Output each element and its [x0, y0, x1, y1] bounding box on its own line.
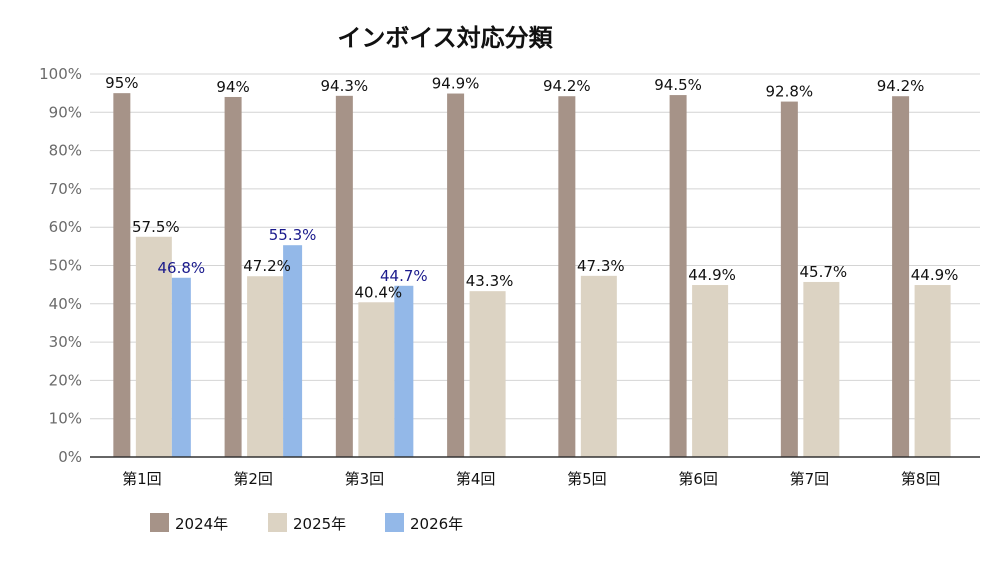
data-label: 44.9%: [688, 266, 736, 284]
data-label: 45.7%: [800, 263, 848, 281]
bar-2024年-第7回: [780, 101, 798, 458]
bar-2025年-第6回: [692, 285, 729, 457]
legend-label: 2025年: [293, 515, 346, 533]
data-label: 44.7%: [380, 267, 428, 285]
y-tick-label: 80%: [49, 142, 82, 160]
y-tick-label: 70%: [49, 180, 82, 198]
x-axis-categories: 第1回 第2回 第3回 第4回 第5回 第6回 第7回 第8回: [122, 470, 940, 488]
y-tick-label: 60%: [49, 218, 82, 236]
chart-title: インボイス対応分類: [337, 24, 553, 52]
data-label: 57.5%: [132, 218, 180, 236]
bar-2026年-第1回: [171, 277, 191, 457]
bar-2024年-第2回: [224, 96, 242, 457]
data-label: 92.8%: [766, 83, 814, 101]
data-label: 47.3%: [577, 257, 625, 275]
bar-2024年-第5回: [558, 96, 576, 458]
x-category-label: 第8回: [901, 470, 941, 488]
data-label: 94.2%: [877, 77, 925, 95]
y-tick-label: 90%: [49, 103, 82, 121]
x-category-label: 第2回: [233, 470, 273, 488]
legend: 2024年 2025年 2026年: [150, 513, 463, 533]
legend-swatch: [268, 513, 287, 532]
y-tick-label: 0%: [58, 448, 82, 466]
data-label: 95%: [105, 74, 138, 92]
bar-2025年-第2回: [247, 276, 284, 457]
x-category-label: 第5回: [567, 470, 607, 488]
bar-2025年-第3回: [358, 302, 395, 457]
x-category-label: 第6回: [678, 470, 718, 488]
bar-2025年-第1回: [135, 236, 172, 457]
data-label: 94.5%: [654, 76, 702, 94]
bar-2026年-第3回: [394, 285, 414, 457]
bar-2026年-第2回: [283, 245, 303, 457]
legend-swatch: [385, 513, 404, 532]
data-label: 40.4%: [355, 283, 403, 301]
legend-label: 2024年: [175, 515, 228, 533]
y-tick-label: 100%: [39, 65, 82, 83]
legend-swatch: [150, 513, 169, 532]
data-label: 43.3%: [466, 272, 514, 290]
y-tick-label: 40%: [49, 295, 82, 313]
bar-2025年-第4回: [469, 291, 506, 457]
y-axis-ticks: 0% 10% 20% 30% 40% 50% 60% 70% 80% 90% 100%: [39, 65, 82, 466]
y-tick-label: 20%: [49, 371, 82, 389]
x-category-label: 第1回: [122, 470, 162, 488]
y-tick-label: 10%: [49, 410, 82, 428]
data-labels: 95% 94% 94.3% 94.9% 94.2% 94.5% 92.8% 94.2% 57.5…: [105, 74, 958, 301]
bar-2024年-第4回: [447, 93, 465, 458]
data-label: 94.3%: [321, 77, 369, 95]
data-label: 44.9%: [911, 266, 959, 284]
bar-2024年-第6回: [669, 95, 687, 457]
data-label: 94.2%: [543, 77, 591, 95]
data-label: 47.2%: [243, 257, 291, 275]
bar-2025年-第5回: [580, 275, 617, 457]
bar-2024年-第3回: [335, 95, 353, 458]
x-category-label: 第7回: [790, 470, 830, 488]
data-label: 94%: [216, 78, 249, 96]
data-label: 55.3%: [269, 226, 317, 244]
bar-2024年-第1回: [113, 93, 131, 458]
x-category-label: 第4回: [456, 470, 496, 488]
bar-2025年-第8回: [914, 285, 951, 457]
bar-2025年-第7回: [803, 281, 840, 457]
bars: [113, 93, 951, 458]
data-label: 46.8%: [158, 259, 206, 277]
bar-2024年-第8回: [892, 96, 910, 458]
x-category-label: 第3回: [345, 470, 385, 488]
y-tick-label: 30%: [49, 333, 82, 351]
data-label: 94.9%: [432, 75, 480, 93]
y-tick-label: 50%: [49, 257, 82, 275]
legend-label: 2026年: [410, 515, 463, 533]
